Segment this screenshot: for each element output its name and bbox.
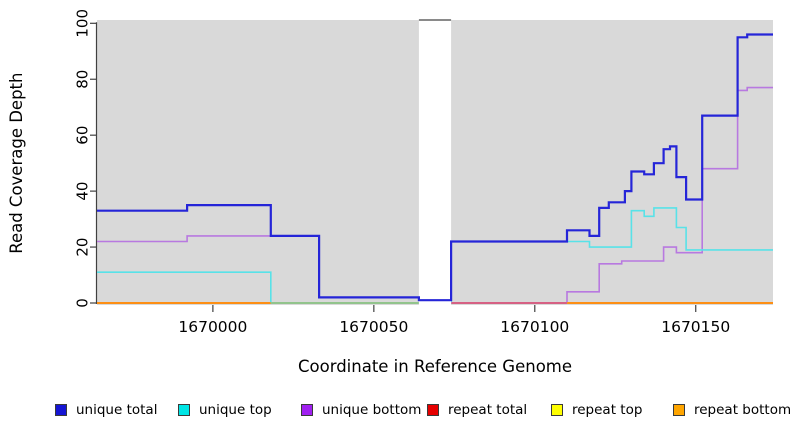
legend-label: repeat bottom xyxy=(694,402,792,418)
y-axis-tick-label: 40 xyxy=(74,182,92,201)
legend-label: unique top xyxy=(199,402,272,418)
x-axis-title: Coordinate in Reference Genome xyxy=(298,357,572,376)
legend-label: repeat total xyxy=(448,402,528,418)
y-axis-tick-label: 20 xyxy=(74,238,92,257)
legend-item-repeat-bottom: repeat bottom xyxy=(673,399,791,421)
series-line-unique-total xyxy=(97,33,773,302)
legend-item-unique-total: unique total xyxy=(55,399,157,421)
masked-region xyxy=(418,19,452,306)
x-axis-tick-label: 1670100 xyxy=(500,318,569,336)
plot-legend: unique total unique top unique bottom repea… xyxy=(0,399,792,425)
y-axis-title: Read Coverage Depth xyxy=(7,73,26,254)
y-axis-tick-label: 80 xyxy=(74,70,92,89)
legend-item-repeat-total: repeat total xyxy=(427,399,527,421)
legend-swatch-unique-top xyxy=(178,404,190,416)
legend-swatch-repeat-total xyxy=(427,404,439,416)
legend-swatch-unique-total xyxy=(55,404,67,416)
y-axis-tick-label: 100 xyxy=(74,9,92,38)
x-axis-tick-label: 1670050 xyxy=(339,318,408,336)
y-axis-tick-label: 60 xyxy=(74,126,92,145)
legend-swatch-repeat-top xyxy=(551,404,563,416)
x-axis-tick-label: 1670150 xyxy=(661,318,730,336)
legend-item-repeat-top: repeat top xyxy=(551,399,642,421)
legend-swatch-repeat-bottom xyxy=(673,404,685,416)
legend-swatch-unique-bottom xyxy=(301,404,313,416)
legend-label: unique total xyxy=(76,402,158,418)
y-axis-tick-label: 0 xyxy=(74,298,92,308)
x-axis-tick-label: 1670000 xyxy=(178,318,247,336)
legend-label: unique bottom xyxy=(322,402,422,418)
legend-item-unique-top: unique top xyxy=(178,399,272,421)
coverage-plot-canvas: 0 20 40 60 80 100 1670000 1670050 1670100 1670150… xyxy=(7,9,773,376)
legend-item-unique-bottom: unique bottom xyxy=(301,399,421,421)
legend-label: repeat top xyxy=(572,402,643,418)
